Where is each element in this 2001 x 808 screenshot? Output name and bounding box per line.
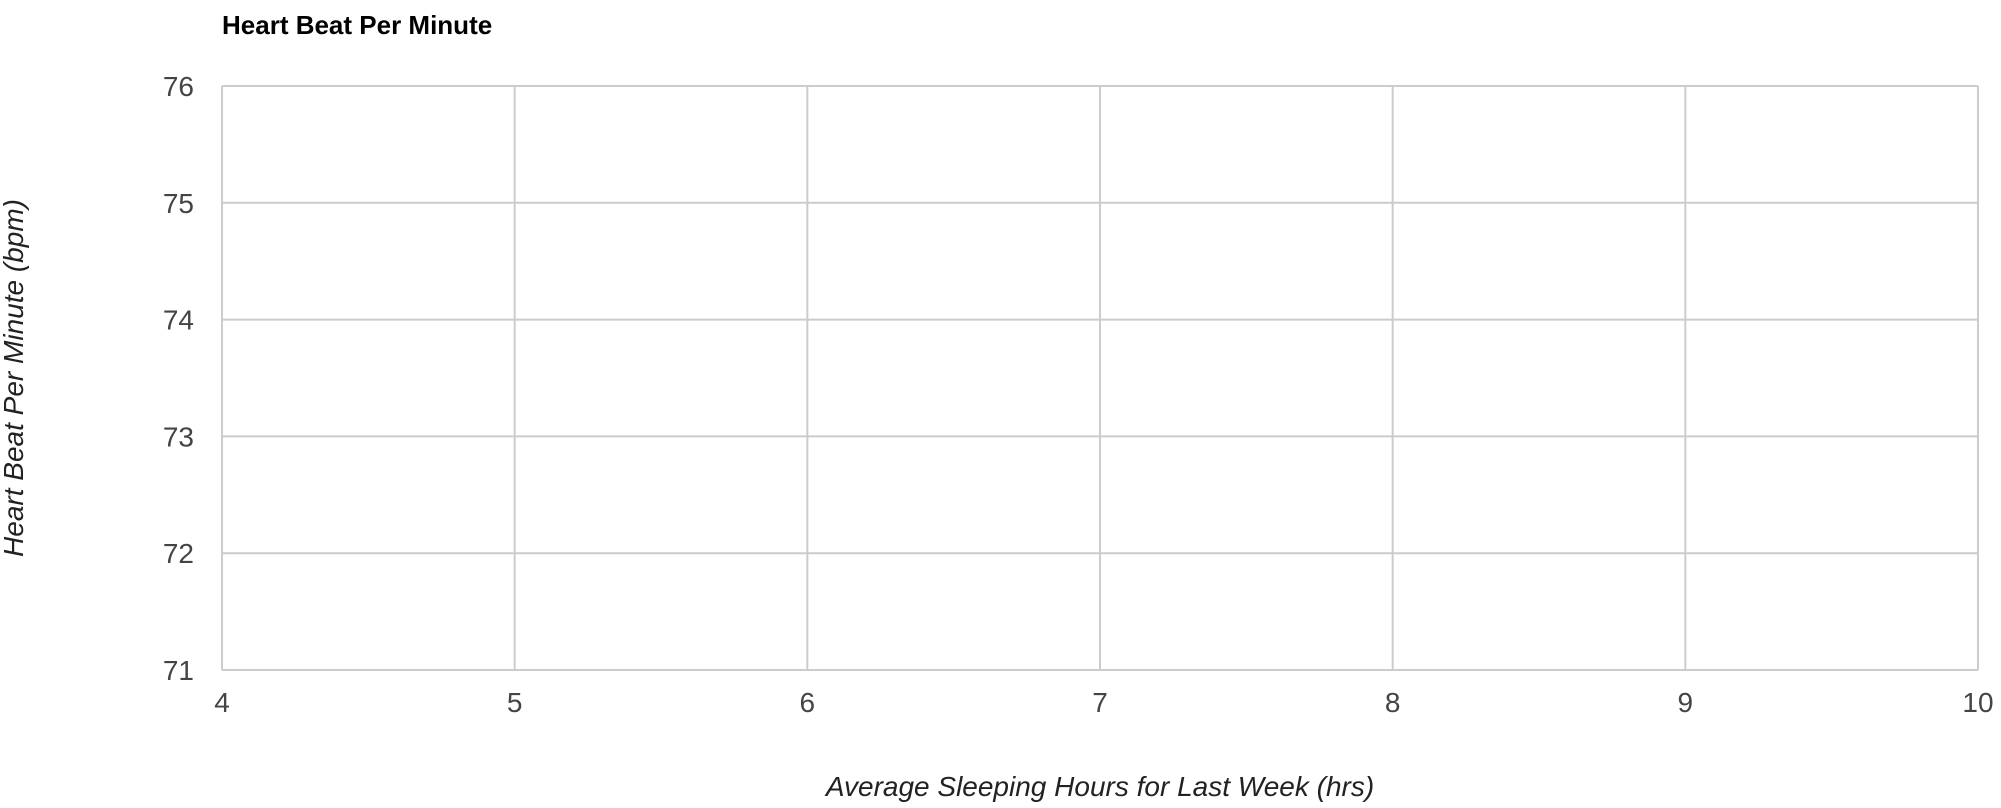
x-tick-label: 10 (1962, 687, 1993, 718)
x-axis-title: Average Sleeping Hours for Last Week (hr… (824, 771, 1374, 802)
y-axis-title: Heart Beat Per Minute (bpm) (0, 199, 29, 557)
x-tick-label: 5 (507, 687, 523, 718)
chart-title: Heart Beat Per Minute (222, 10, 492, 40)
x-tick-label: 7 (1092, 687, 1108, 718)
x-tick-label: 6 (800, 687, 816, 718)
y-tick-label: 73 (163, 421, 194, 452)
y-tick-label: 74 (163, 305, 194, 336)
x-axis-tick-labels: 4 5 6 7 8 9 10 (214, 687, 1993, 718)
x-tick-label: 9 (1678, 687, 1694, 718)
x-tick-label: 4 (214, 687, 230, 718)
gridlines (221, 85, 1979, 671)
y-tick-label: 72 (163, 538, 194, 569)
x-tick-label: 8 (1385, 687, 1401, 718)
y-tick-label: 71 (163, 655, 194, 686)
y-axis-tick-labels: 71 72 73 74 75 76 (163, 71, 194, 686)
y-tick-label: 76 (163, 71, 194, 102)
y-tick-label: 75 (163, 188, 194, 219)
